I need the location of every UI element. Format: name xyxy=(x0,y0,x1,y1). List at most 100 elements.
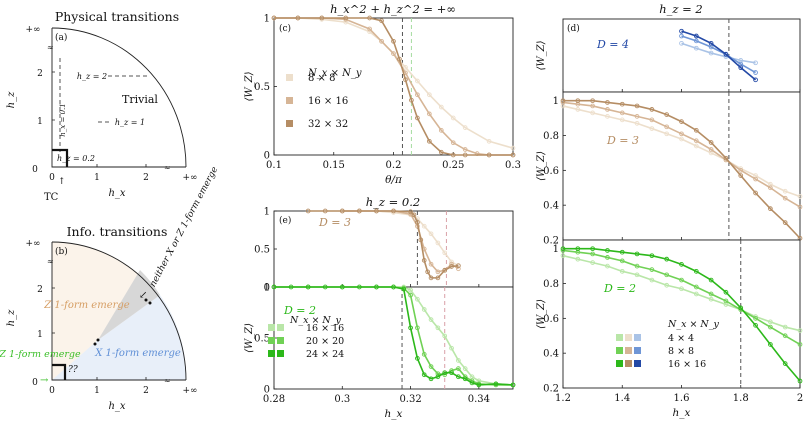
ytick-label: 0.6 xyxy=(543,314,559,325)
data-point xyxy=(450,115,456,121)
data-point xyxy=(693,38,699,44)
data-point xyxy=(619,258,625,264)
panel-title: h_z = 2 xyxy=(659,2,702,16)
y-axis-label: ⟨W_Z⟩ xyxy=(244,71,255,101)
data-point xyxy=(510,382,516,388)
ytick-label: 0.5 xyxy=(254,245,270,256)
data-point xyxy=(693,45,699,51)
data-point xyxy=(319,15,325,21)
data-point xyxy=(391,284,396,290)
panel-b-ylabel: h_z xyxy=(6,309,17,326)
data-point xyxy=(723,289,729,295)
data-point xyxy=(486,152,492,158)
x-axis-label: h_x xyxy=(673,407,691,419)
panel-b-xtick-1: 1 xyxy=(94,386,100,396)
data-point xyxy=(469,380,475,386)
data-point xyxy=(288,284,294,290)
data-point xyxy=(782,220,788,225)
data-point xyxy=(679,136,684,142)
data-point xyxy=(408,287,413,293)
data-point xyxy=(708,147,714,152)
data-point xyxy=(768,185,773,191)
data-point xyxy=(605,114,610,119)
series-line-8×8 xyxy=(681,35,756,74)
data-point xyxy=(462,376,468,382)
data-point xyxy=(476,382,482,388)
data-point xyxy=(403,64,408,70)
data-point xyxy=(575,246,581,252)
data-point xyxy=(605,107,610,112)
data-point xyxy=(391,51,396,56)
data-point xyxy=(305,284,311,290)
panel-title: h_z = 0.2 xyxy=(366,195,420,209)
y-axis-label: ⟨W_Z⟩ xyxy=(244,323,255,353)
legend-swatch xyxy=(277,324,284,331)
data-point xyxy=(428,317,434,322)
data-point xyxy=(753,70,758,75)
data-point xyxy=(679,28,684,34)
panel-a-xtick-1: 1 xyxy=(94,173,100,183)
data-point xyxy=(435,269,441,275)
bond-dimension-label: D = 2 xyxy=(283,304,316,317)
data-point xyxy=(493,381,499,387)
data-point xyxy=(768,342,773,347)
data-point xyxy=(664,131,670,137)
data-point xyxy=(428,261,434,267)
data-point xyxy=(343,15,349,21)
panel-b-ticks xyxy=(52,287,147,380)
data-point xyxy=(425,269,430,275)
panel-a-xtick-inf: +∞ xyxy=(182,173,197,183)
data-point xyxy=(753,77,758,83)
data-point xyxy=(427,138,432,144)
y-axis-label: ⟨W_Z⟩ xyxy=(536,299,547,329)
data-point xyxy=(411,212,417,218)
data-point xyxy=(664,124,670,130)
data-point xyxy=(590,103,595,109)
data-point xyxy=(450,152,456,158)
data-point xyxy=(456,374,461,380)
data-point xyxy=(391,38,396,44)
data-point xyxy=(664,112,670,117)
data-point xyxy=(634,114,640,119)
data-point xyxy=(723,155,729,161)
legend-swatch xyxy=(634,360,641,367)
panel-a-cut-hz1: h_z = 1 xyxy=(115,118,145,127)
xtick-label: 1.8 xyxy=(733,393,749,404)
data-point xyxy=(456,358,461,363)
data-point xyxy=(708,291,714,297)
data-point xyxy=(427,92,432,98)
data-point xyxy=(782,324,788,330)
ytick-label: 0.5 xyxy=(254,334,270,345)
data-point xyxy=(679,262,684,267)
data-point xyxy=(708,140,714,145)
data-point xyxy=(679,40,684,46)
data-point xyxy=(619,101,625,107)
x-axis-label: θ/π xyxy=(385,174,403,186)
panel-b-xtick-0: 0 xyxy=(49,386,55,396)
panel-a: Physical transitions (a) 0 1 2 +∞ 0 1 2 … xyxy=(6,9,198,203)
series-line-32×32 xyxy=(274,17,513,156)
data-point xyxy=(619,110,625,116)
data-point xyxy=(435,325,441,331)
panel-a-cut-hz02: h_z = 0.2 xyxy=(57,154,95,163)
data-point xyxy=(415,220,420,225)
data-point xyxy=(462,125,468,130)
xtick-label: 2 xyxy=(797,393,803,404)
panel-a-tag: (a) xyxy=(55,32,67,43)
panel-b-xtick-inf: +∞ xyxy=(182,386,197,396)
data-point xyxy=(797,194,803,199)
ytick-label: 0 xyxy=(264,283,270,294)
data-point xyxy=(679,131,684,137)
xtick-label: 0.28 xyxy=(263,394,285,405)
data-point xyxy=(605,100,610,105)
panel-b-point-4 xyxy=(148,301,152,305)
panel-a-ytick-0: 0 xyxy=(32,165,38,175)
data-point xyxy=(723,298,729,304)
panel-d-top-plot: (d) h_z = 2 D = 4 ⟨W_Z⟩ xyxy=(536,2,801,93)
data-point xyxy=(664,256,670,262)
data-point xyxy=(619,268,625,274)
data-point xyxy=(442,267,448,273)
legend-entry: 4 × 4 xyxy=(668,333,694,344)
data-point xyxy=(510,145,516,151)
